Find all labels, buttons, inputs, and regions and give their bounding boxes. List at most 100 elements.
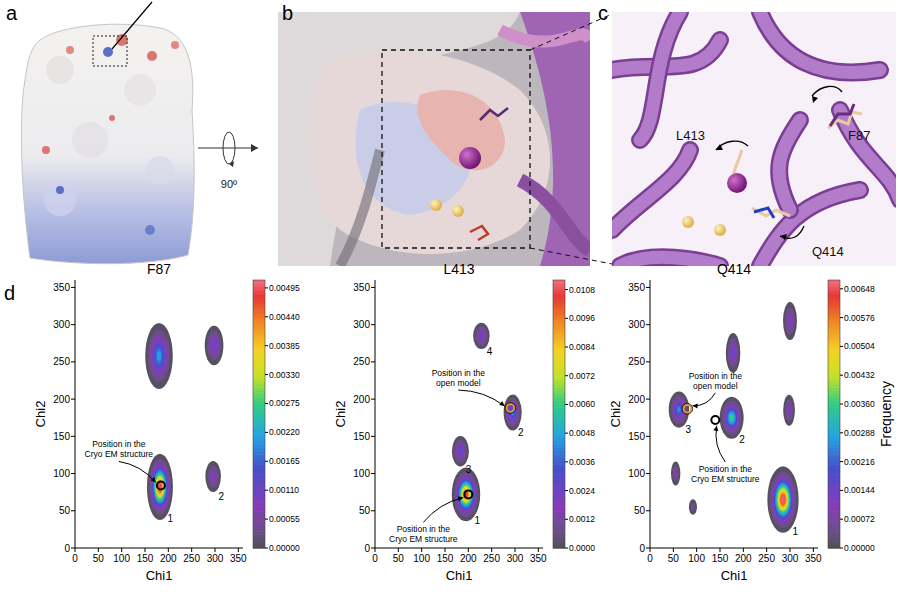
y-tick-label: 300 bbox=[353, 319, 370, 330]
y-tick bbox=[646, 510, 650, 511]
annotation-arrow bbox=[119, 461, 156, 482]
density-contour bbox=[773, 479, 792, 520]
y-tick-label: 200 bbox=[53, 394, 70, 405]
x-tick bbox=[790, 548, 791, 552]
x-tick bbox=[121, 548, 122, 552]
x-tick-label: 100 bbox=[688, 553, 705, 564]
density-contour bbox=[727, 410, 736, 426]
x-tick bbox=[445, 548, 446, 552]
arrow-head bbox=[693, 403, 698, 408]
colorbar-tick bbox=[840, 346, 843, 347]
density-contour bbox=[457, 477, 476, 512]
y-tick-label: 50 bbox=[634, 505, 646, 516]
plot-area bbox=[452, 323, 522, 522]
colorbar-tick-label: 0.00576 bbox=[844, 313, 875, 323]
chart-title: F87 bbox=[147, 261, 171, 277]
motion-arrow bbox=[716, 141, 748, 150]
colorbar-tick-label: 0.0108 bbox=[569, 285, 595, 295]
density-contour bbox=[155, 345, 164, 366]
y-tick bbox=[371, 548, 375, 549]
colorbar-tick bbox=[565, 404, 568, 405]
density-contour bbox=[210, 336, 219, 354]
colorbar-tick bbox=[840, 404, 843, 405]
cluster-label: 1 bbox=[475, 515, 481, 526]
y-tick bbox=[71, 473, 75, 474]
density-contour bbox=[786, 311, 794, 332]
colorbar-tick bbox=[565, 490, 568, 491]
x-tick-label: 200 bbox=[160, 553, 177, 564]
density-contour bbox=[789, 317, 792, 324]
x-tick bbox=[696, 548, 697, 552]
structure-panels: 90ºF87L413Q414abcd bbox=[4, 2, 900, 304]
colorbar-label: Frequency bbox=[878, 381, 894, 447]
density-peak bbox=[157, 351, 161, 360]
y-tick bbox=[371, 324, 375, 325]
density-contour bbox=[732, 349, 735, 356]
density-contour bbox=[157, 351, 161, 362]
residue-label: L413 bbox=[676, 128, 705, 143]
density-contour bbox=[786, 402, 792, 418]
background bbox=[612, 12, 896, 266]
density-contour bbox=[478, 330, 486, 342]
y-tick-label: 250 bbox=[53, 356, 70, 367]
y-tick-label: 150 bbox=[353, 431, 370, 442]
density-contour bbox=[725, 407, 737, 429]
y-tick bbox=[71, 361, 75, 362]
y-tick-label: 300 bbox=[53, 319, 70, 330]
surface-charge bbox=[145, 225, 155, 235]
colorbar-tick-label: 0.00275 bbox=[269, 398, 300, 408]
helix bbox=[779, 120, 800, 210]
y-tick-label: 200 bbox=[628, 394, 645, 405]
x-tick bbox=[191, 548, 192, 552]
y-tick-label: 0 bbox=[639, 543, 645, 554]
density-contour bbox=[724, 404, 739, 431]
density-contour bbox=[152, 339, 166, 373]
y-tick bbox=[646, 399, 650, 400]
arrow-head bbox=[716, 144, 723, 150]
density-contour bbox=[155, 473, 166, 500]
density-peak bbox=[480, 334, 483, 338]
colorbar-tick-label: 0.00648 bbox=[844, 284, 875, 294]
colorbar-tick-label: 0.0096 bbox=[569, 313, 595, 323]
density-contour bbox=[475, 326, 487, 346]
density-contour bbox=[477, 328, 487, 343]
density-contour bbox=[729, 413, 734, 422]
x-axis-label: Chi1 bbox=[446, 568, 473, 583]
colorbar-cell bbox=[253, 280, 265, 284]
y-tick bbox=[371, 399, 375, 400]
colorbar-tick bbox=[265, 548, 268, 549]
density-contour bbox=[729, 341, 738, 365]
x-tick bbox=[468, 548, 469, 552]
x-axis bbox=[75, 548, 243, 549]
density-contour bbox=[460, 484, 471, 506]
surface bbox=[21, 24, 194, 263]
density-contour bbox=[778, 490, 787, 510]
colorbar-tick bbox=[565, 548, 568, 549]
density-peak bbox=[459, 449, 462, 454]
density-contour bbox=[461, 486, 470, 503]
colorbar-tick-label: 0.0024 bbox=[569, 486, 595, 496]
density-contour bbox=[154, 472, 166, 503]
density-contour bbox=[720, 397, 744, 439]
density-contour bbox=[154, 343, 165, 369]
sphere bbox=[452, 205, 464, 217]
colorbar-tick-label: 0.00000 bbox=[844, 543, 875, 553]
y-tick-label: 200 bbox=[353, 394, 370, 405]
colorbar-tick bbox=[265, 287, 268, 288]
x-tick-label: 300 bbox=[207, 553, 224, 564]
helix bbox=[640, 12, 680, 140]
plot-area bbox=[145, 323, 223, 520]
x-tick bbox=[168, 548, 169, 552]
density-contour bbox=[452, 436, 469, 467]
colorbar-tick bbox=[565, 519, 568, 520]
annotation: Position in the bbox=[432, 368, 486, 378]
colorbar-tick-label: 0.00360 bbox=[844, 399, 875, 409]
density-contour bbox=[459, 481, 473, 507]
y-axis bbox=[75, 280, 76, 548]
density-contour bbox=[779, 491, 787, 507]
structure-position bbox=[711, 416, 719, 424]
density-contour bbox=[459, 450, 461, 453]
density-contour bbox=[473, 323, 490, 349]
y-tick-label: 350 bbox=[353, 282, 370, 293]
x-tick bbox=[75, 548, 76, 552]
